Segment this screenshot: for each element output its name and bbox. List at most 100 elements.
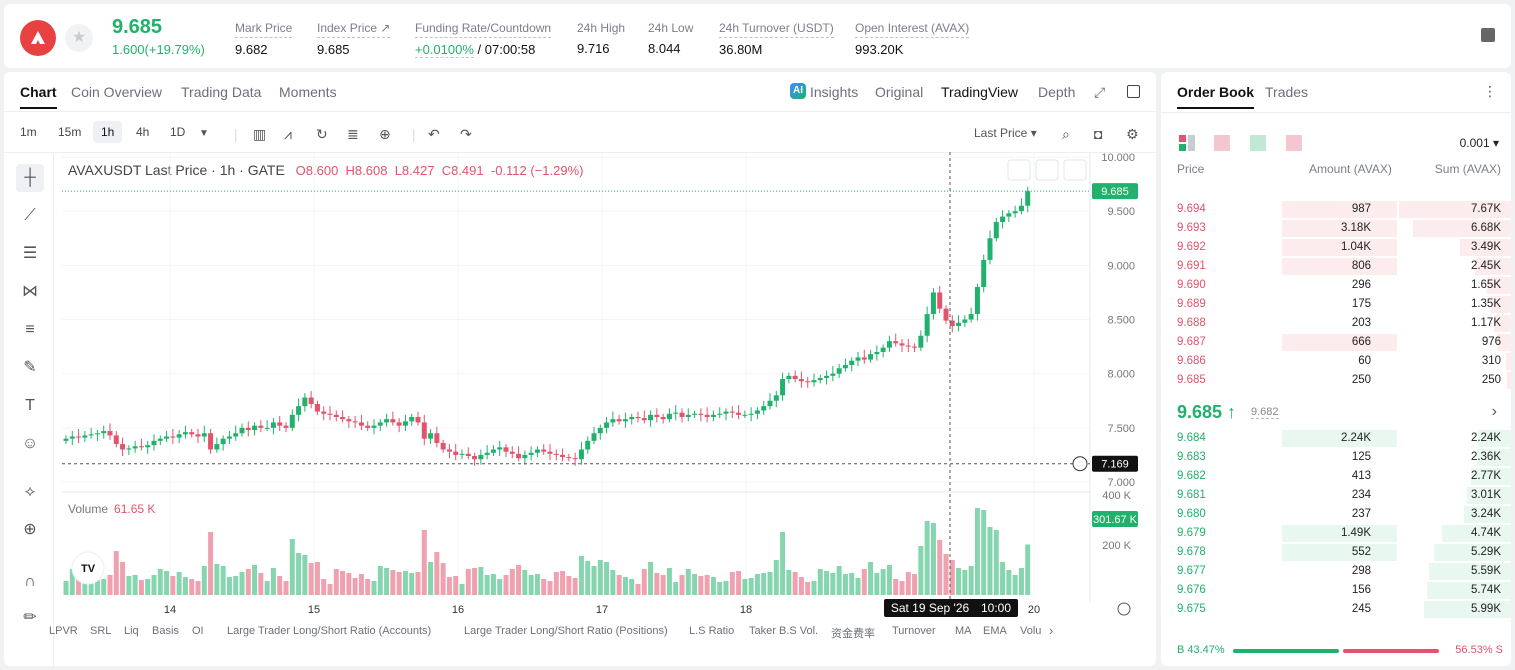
- pattern-icon[interactable]: ⋈: [22, 283, 38, 300]
- layout-both-icon[interactable]: [1179, 135, 1195, 151]
- timeframe-1m[interactable]: 1m: [20, 125, 37, 139]
- ask-row[interactable]: 9.690 296 1.65K: [1161, 276, 1511, 295]
- trend-line-icon[interactable]: ⟋: [24, 207, 36, 224]
- bid-row[interactable]: 9.677 298 5.59K: [1161, 562, 1511, 581]
- search-icon[interactable]: ⌕: [1062, 126, 1070, 142]
- stat-funding-rate[interactable]: Funding Rate/Countdown +0.0100% / 07:00:…: [415, 19, 552, 58]
- layout-bids-icon[interactable]: [1250, 135, 1266, 151]
- add-alert-icon[interactable]: ⊕: [379, 126, 391, 142]
- layout-asks-icon[interactable]: [1214, 135, 1230, 151]
- fibonacci-icon[interactable]: ≡: [25, 321, 35, 338]
- depth-bar: [1493, 315, 1511, 332]
- bid-row[interactable]: 9.681 234 3.01K: [1161, 486, 1511, 505]
- camera-icon[interactable]: ◘: [1094, 126, 1103, 142]
- undo-icon[interactable]: ↶: [428, 126, 440, 142]
- bid-row[interactable]: 9.683 125 2.36K: [1161, 448, 1511, 467]
- indicator-srl[interactable]: SRL: [90, 625, 112, 637]
- bid-row[interactable]: 9.684 2.24K 2.24K: [1161, 429, 1511, 448]
- ruler-icon[interactable]: ⟡: [24, 483, 36, 500]
- precision-select[interactable]: 0.001 ▾: [1459, 136, 1499, 150]
- timeframe-4h[interactable]: 4h: [136, 125, 150, 139]
- chevron-down-icon[interactable]: ▼: [199, 128, 209, 139]
- ask-row[interactable]: 9.689 175 1.35K: [1161, 295, 1511, 314]
- more-icon[interactable]: ⋮: [1483, 83, 1497, 99]
- indicator-ema[interactable]: EMA: [983, 625, 1007, 637]
- stat-24h-turnover[interactable]: 24h Turnover (USDT) 36.80M: [719, 19, 834, 57]
- ask-row[interactable]: 9.692 1.04K 3.49K: [1161, 238, 1511, 257]
- tab-trades[interactable]: Trades: [1265, 84, 1309, 100]
- indicators-icon[interactable]: ⩘: [284, 126, 292, 142]
- ask-row[interactable]: 9.691 806 2.45K: [1161, 257, 1511, 276]
- candle-body: [899, 343, 905, 346]
- indicator-ls-accounts[interactable]: Large Trader Long/Short Ratio (Accounts): [227, 625, 432, 637]
- volume-bar: [478, 567, 484, 595]
- indicator-ls-ratio[interactable]: L.S Ratio: [689, 625, 735, 637]
- replay-icon[interactable]: ↻: [316, 126, 328, 142]
- bid-row[interactable]: 9.679 1.49K 4.74K: [1161, 524, 1511, 543]
- timeframe-1d[interactable]: 1D: [170, 125, 186, 139]
- bid-row[interactable]: 9.682 413 2.77K: [1161, 467, 1511, 486]
- indicator-taker-vol[interactable]: Taker B.S Vol.: [749, 625, 819, 637]
- brush-icon[interactable]: ✎: [23, 359, 37, 376]
- stat-open-interest[interactable]: Open Interest (AVAX) 993.20K: [855, 19, 970, 57]
- chevron-right-icon[interactable]: ›: [1049, 623, 1054, 638]
- tradingview-logo-text: TV: [81, 563, 96, 575]
- view-insights[interactable]: Insights: [810, 84, 859, 100]
- volume-bar: [899, 581, 905, 595]
- volume-bar: [516, 565, 522, 595]
- price-source-select[interactable]: Last Price ▾: [974, 126, 1037, 140]
- cross-price-bg: [1092, 455, 1138, 472]
- zoom-in-icon[interactable]: ⊕: [23, 521, 37, 538]
- indicator-volume[interactable]: Volu: [1020, 625, 1042, 637]
- view-original[interactable]: Original: [875, 84, 924, 100]
- templates-icon[interactable]: ≣: [347, 126, 359, 142]
- redo-icon[interactable]: ↷: [460, 126, 472, 142]
- tab-moments[interactable]: Moments: [279, 84, 337, 100]
- book-icon[interactable]: [1481, 28, 1495, 42]
- layout-asks-alt-icon[interactable]: [1286, 135, 1302, 151]
- ask-row[interactable]: 9.685 250 250: [1161, 371, 1511, 390]
- candle-type-icon[interactable]: ▥: [253, 126, 267, 142]
- pencil-icon[interactable]: ✏: [23, 609, 37, 626]
- indicator-lpvr[interactable]: LPVR: [49, 625, 78, 637]
- emoji-icon[interactable]: ☺: [21, 435, 39, 452]
- tab-coin-overview[interactable]: Coin Overview: [71, 84, 163, 100]
- candle-body: [880, 347, 886, 352]
- view-depth[interactable]: Depth: [1038, 84, 1076, 100]
- indicator-ls-positions[interactable]: Large Trader Long/Short Ratio (Positions…: [464, 625, 668, 637]
- bid-row[interactable]: 9.680 237 3.24K: [1161, 505, 1511, 524]
- gear-icon[interactable]: ⚙: [1126, 126, 1139, 142]
- indicator-liq[interactable]: Liq: [124, 625, 139, 637]
- ask-row[interactable]: 9.686 60 310: [1161, 352, 1511, 371]
- text-tool-icon[interactable]: T: [25, 397, 35, 414]
- indicator-funding[interactable]: 资金费率: [831, 628, 875, 640]
- bid-row[interactable]: 9.678 552 5.29K: [1161, 543, 1511, 562]
- ask-row[interactable]: 9.688 203 1.17K: [1161, 314, 1511, 333]
- indicator-turnover[interactable]: Turnover: [892, 625, 936, 637]
- indicator-basis[interactable]: Basis: [152, 625, 179, 637]
- magnet-icon[interactable]: ∩: [24, 573, 36, 590]
- tab-chart[interactable]: Chart: [20, 84, 57, 109]
- ask-row[interactable]: 9.687 666 976: [1161, 333, 1511, 352]
- bid-row[interactable]: 9.675 245 5.99K: [1161, 600, 1511, 619]
- stat-mark-price[interactable]: Mark Price 9.682: [235, 19, 293, 57]
- stat-index-price[interactable]: Index Price ↗ 9.685: [317, 19, 391, 57]
- window-icon[interactable]: [1127, 85, 1140, 98]
- timeframe-1h[interactable]: 1h: [93, 121, 123, 143]
- indicator-ma[interactable]: MA: [955, 625, 972, 637]
- view-tradingview[interactable]: TradingView: [941, 84, 1019, 100]
- price-chart[interactable]: 10.000 9.500 9.000 8.500 8.000 7.500 7.000 14 15…: [4, 72, 1156, 666]
- expand-icon[interactable]: ⤢: [1094, 84, 1106, 100]
- ask-row[interactable]: 9.693 3.18K 6.68K: [1161, 219, 1511, 238]
- tab-order-book[interactable]: Order Book: [1177, 84, 1255, 109]
- indicator-oi[interactable]: OI: [192, 625, 204, 637]
- crosshair-icon[interactable]: ┼: [16, 164, 44, 192]
- timeframe-15m[interactable]: 15m: [58, 125, 82, 139]
- horizontal-lines-icon[interactable]: ☰: [22, 245, 38, 262]
- chevron-right-icon[interactable]: ›: [1491, 403, 1497, 420]
- favorite-star-icon[interactable]: ★: [65, 24, 93, 52]
- tab-trading-data[interactable]: Trading Data: [181, 84, 262, 100]
- ask-row[interactable]: 9.694 987 7.67K: [1161, 200, 1511, 219]
- bid-row[interactable]: 9.676 156 5.74K: [1161, 581, 1511, 600]
- legend-low: L8.427: [394, 163, 435, 178]
